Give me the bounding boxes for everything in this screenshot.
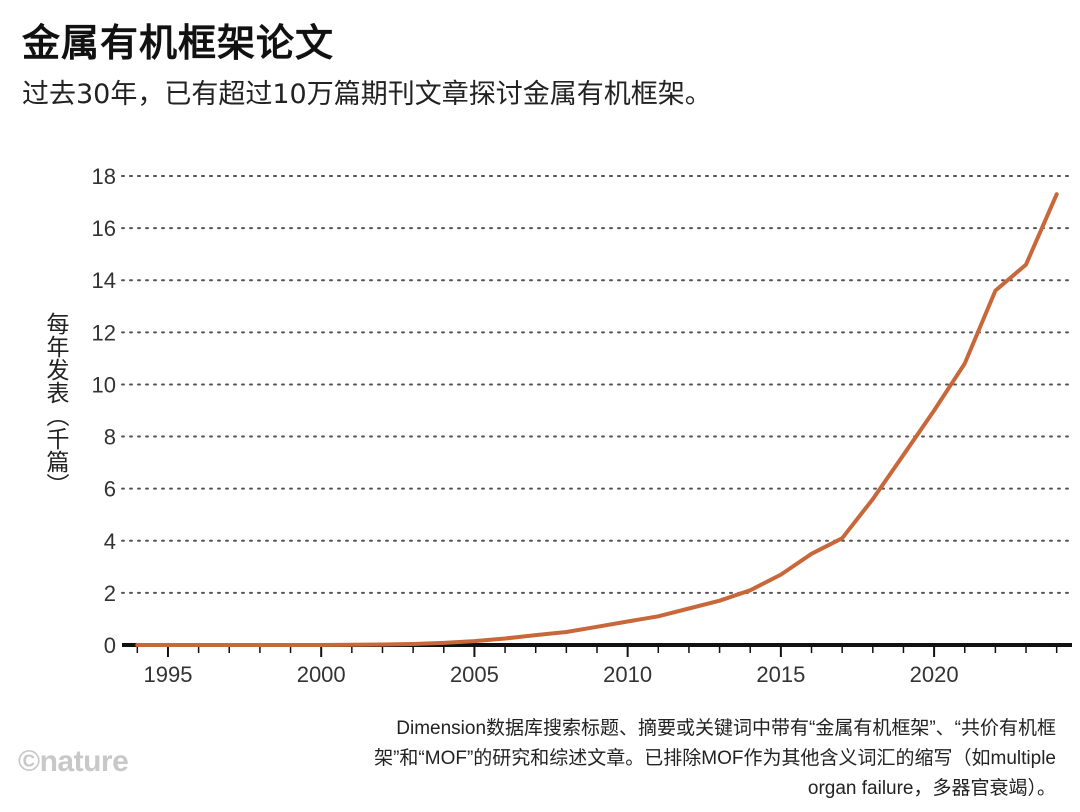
nature-logo: ©nature [18,745,129,778]
x-tick-label-2010: 2010 [603,662,652,687]
source-note: Dimension数据库搜索标题、摘要或关键词中带有“金属有机框架”、“共价有机… [374,718,1056,799]
x-tick-label-2015: 2015 [756,662,805,687]
y-tick-label-4: 4 [104,529,116,554]
y-tick-label-6: 6 [104,477,116,502]
page-subtitle: 过去30年，已有超过10万篇期刊文章探讨金属有机框架。 [22,79,712,110]
y-tick-label-16: 16 [92,216,116,241]
x-tick-label-1995: 1995 [143,662,192,687]
x-tick-label-2000: 2000 [297,662,346,687]
y-tick-label-10: 10 [92,372,116,397]
y-axis-label: 每年发表（千篇） [42,312,68,496]
y-tick-label-2: 2 [104,581,116,606]
y-tick-label-0: 0 [104,633,116,658]
y-tick-label-8: 8 [104,425,116,450]
y-tick-label-12: 12 [92,320,116,345]
x-tick-label-2005: 2005 [450,662,499,687]
x-tick-label-2020: 2020 [910,662,959,687]
y-tick-label-14: 14 [92,268,116,293]
page-title: 金属有机框架论文 [22,21,335,65]
series-line-0 [135,192,1059,647]
y-tick-label-18: 18 [92,164,116,189]
